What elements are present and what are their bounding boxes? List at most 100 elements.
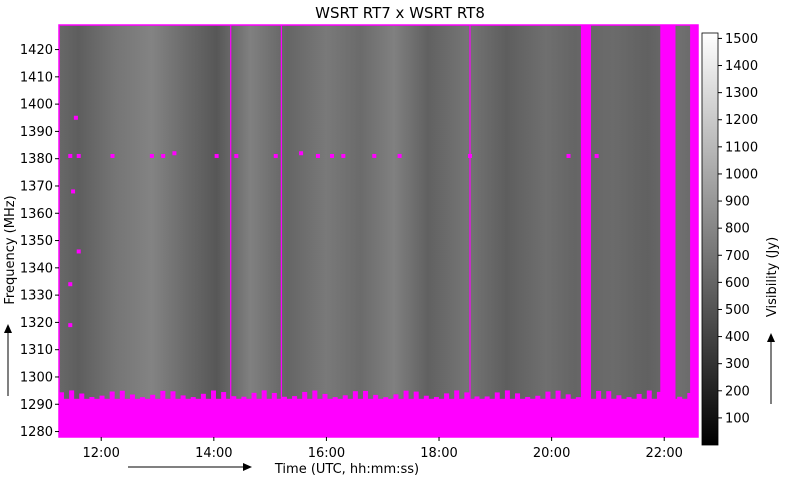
y-tick-label: 1350 — [20, 234, 53, 249]
flag-edge — [444, 393, 450, 400]
colorbar-tick-label: 300 — [725, 357, 750, 372]
rfi-spot — [161, 153, 166, 158]
x-tick-label: 20:00 — [533, 446, 570, 461]
flag-edge — [606, 391, 612, 400]
colorbar-tick-label: 700 — [725, 249, 750, 264]
y-tick-label: 1330 — [20, 289, 53, 304]
flag-edge — [170, 391, 176, 400]
rfi-spot — [330, 153, 335, 158]
y-tick-label: 1390 — [20, 125, 53, 140]
flag-edge — [211, 390, 217, 400]
rfi-spot — [397, 153, 402, 158]
y-tick-label: 1370 — [20, 179, 53, 194]
flag-edge — [525, 396, 531, 400]
y-tick-label: 1290 — [20, 398, 53, 413]
flag-edge — [150, 394, 156, 400]
x-axis-arrow-head — [243, 463, 252, 471]
y-axis-label: Frequency (MHz) — [3, 195, 18, 304]
flag-edge — [292, 396, 298, 400]
flag-edge — [69, 390, 75, 400]
flag-edge — [575, 397, 581, 400]
flagged-time-band — [660, 25, 676, 437]
rfi-spot — [467, 153, 472, 158]
colorbar-arrow-head — [767, 333, 775, 342]
x-tick-label: 22:00 — [645, 446, 682, 461]
flag-edge — [119, 390, 125, 400]
flag-edge — [129, 394, 135, 400]
y-tick-label: 1400 — [20, 98, 53, 113]
time-band-shading — [59, 25, 698, 437]
flag-edge — [535, 395, 541, 400]
flag-edge — [332, 397, 338, 400]
colorbar-tick-label: 1100 — [725, 140, 758, 155]
flag-edge — [373, 394, 379, 400]
flag-edge — [687, 392, 693, 400]
rfi-spot — [149, 153, 154, 158]
plot-frame — [58, 24, 699, 438]
y-axis-arrow-head — [4, 324, 12, 333]
flag-edge — [302, 391, 308, 400]
colorbar-tick-label: 100 — [725, 411, 750, 426]
flag-edge — [656, 391, 662, 400]
flag-edge — [403, 390, 409, 400]
rfi-spot — [68, 153, 73, 158]
rfi-spot — [299, 151, 304, 156]
flag-edge — [596, 390, 602, 400]
colorbar-tick-label: 1400 — [725, 59, 758, 74]
colorbar-label: Visibility (Jy) — [765, 237, 780, 317]
rfi-spot — [71, 189, 76, 194]
x-axis-label: Time (UTC, hh:mm:ss) — [274, 462, 419, 477]
flag-edge — [190, 397, 196, 400]
colorbar-tick-label: 400 — [725, 330, 750, 345]
flag-edge — [433, 396, 439, 400]
flag-edge — [565, 394, 571, 400]
flag-edge — [251, 392, 257, 400]
flagged-time-band — [690, 25, 698, 437]
flag-edge — [59, 392, 64, 400]
y-tick-label: 1420 — [20, 43, 53, 58]
flag-edge — [200, 393, 206, 400]
rfi-spot — [172, 151, 177, 156]
flag-edge — [423, 395, 429, 400]
flag-edge — [281, 396, 287, 400]
flag-edge — [616, 395, 622, 400]
x-tick-label: 14:00 — [195, 446, 232, 461]
flag-edge — [79, 393, 85, 400]
flag-edge — [342, 395, 348, 400]
rfi-spot — [214, 153, 219, 158]
y-tick-label: 1410 — [20, 70, 53, 85]
rfi-spot — [315, 153, 320, 158]
y-tick-label: 1320 — [20, 316, 53, 331]
flag-edge — [393, 394, 399, 400]
flag-edge — [363, 390, 369, 400]
flag-edge — [494, 392, 500, 400]
rfi-spot — [68, 282, 73, 287]
flag-edge — [180, 395, 186, 400]
flag-edge — [515, 393, 521, 400]
flag-edge — [241, 396, 247, 400]
y-tick-label: 1360 — [20, 207, 53, 222]
rfi-spot — [76, 249, 81, 254]
flag-edge — [504, 390, 510, 400]
chart-title: WSRT RT7 x WSRT RT8 — [315, 4, 485, 22]
x-tick-label: 12:00 — [82, 446, 119, 461]
y-tick-label: 1340 — [20, 261, 53, 276]
colorbar-tick-label: 1500 — [725, 32, 758, 47]
rfi-spot — [594, 153, 599, 158]
y-tick-label: 1280 — [20, 425, 53, 440]
flag-edge — [261, 390, 267, 400]
flag-edge — [221, 392, 227, 400]
flagged-frequency-band — [59, 398, 698, 437]
flag-edge — [555, 390, 561, 400]
rfi-spot — [372, 153, 377, 158]
flag-edge — [464, 392, 470, 400]
y-tick-label: 1300 — [20, 370, 53, 385]
flag-edge — [140, 397, 146, 400]
rfi-spot — [341, 153, 346, 158]
plot-area — [59, 25, 698, 437]
rfi-spot — [76, 153, 81, 158]
rfi-spot — [234, 153, 239, 158]
flag-edge — [646, 390, 652, 400]
flag-edge — [352, 391, 358, 400]
